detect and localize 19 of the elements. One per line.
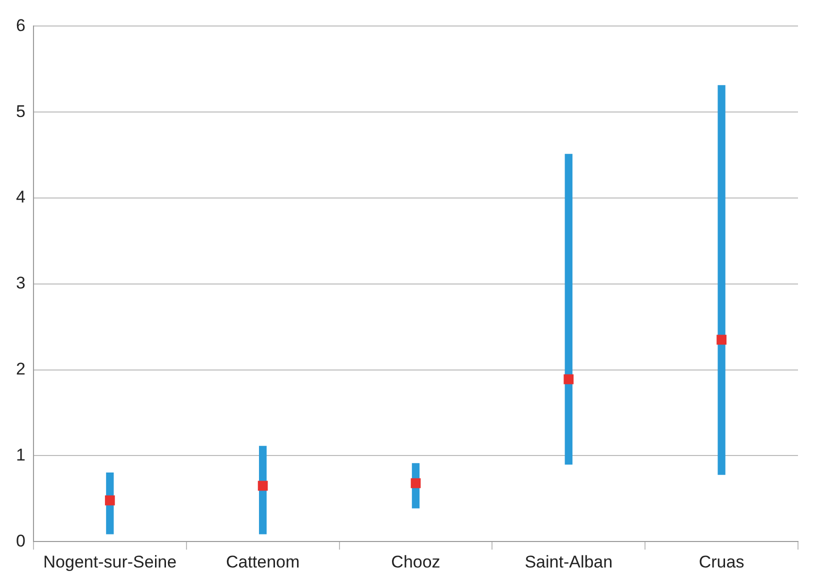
y-tick-label: 2 — [16, 359, 26, 378]
point — [564, 374, 574, 384]
y-tick-label: 4 — [16, 188, 26, 207]
x-tick-label: Cruas — [698, 552, 744, 572]
y-tick-label: 5 — [16, 102, 26, 121]
x-tick-label: Saint-Alban — [524, 552, 613, 572]
x-tick-label: Cattenom — [226, 552, 300, 572]
x-tick-label: Nogent-sur-Seine — [43, 552, 177, 572]
y-tick-label: 0 — [16, 531, 26, 550]
point — [104, 495, 115, 506]
point — [258, 480, 268, 491]
y-tick-label: 3 — [16, 274, 26, 293]
y-tick-label: 1 — [16, 445, 26, 464]
point — [716, 334, 726, 345]
bar — [718, 85, 726, 475]
point — [410, 478, 421, 488]
x-tick-label: Chooz — [391, 552, 440, 572]
bar — [564, 154, 572, 465]
y-tick-label: 6 — [16, 16, 26, 35]
